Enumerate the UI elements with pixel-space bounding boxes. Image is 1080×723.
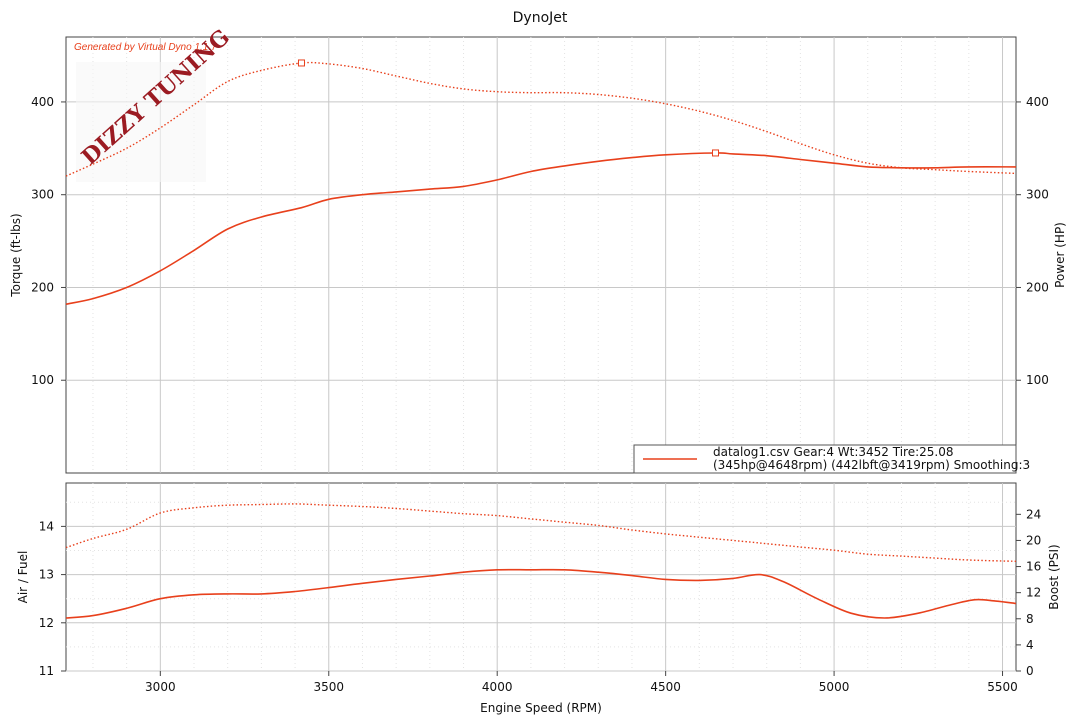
- torque-power-panel: 100 200 300 400 100 200 300 400 Generated by V…: [9, 24, 1067, 474]
- top-series: [65, 59, 1017, 305]
- bottom-y-tick-label: 12: [39, 616, 54, 630]
- x-tick-label: 5500: [987, 680, 1018, 694]
- series-torque-line: [65, 61, 1017, 177]
- bottom-y-right-tick-label: 16: [1026, 560, 1041, 574]
- peak-marker-torque: [297, 59, 305, 67]
- y-axis-label-boost: Boost (PSI): [1047, 544, 1061, 609]
- bottom-y-right-tick-label: 24: [1026, 507, 1041, 521]
- top-y-ticks: 100 200 300 400: [31, 95, 66, 387]
- bottom-y-tick-label: 14: [39, 519, 54, 533]
- legend-line-2: (345hp@4648rpm) (442lbft@3419rpm) Smooth…: [713, 458, 1030, 472]
- top-y-right-tick-label: 300: [1026, 188, 1049, 202]
- bottom-y-ticks: 11 12 13 14: [39, 519, 66, 678]
- bottom-y-right-tick-label: 0: [1026, 664, 1034, 678]
- top-y-tick-label: 200: [31, 280, 54, 294]
- top-y-tick-label: 400: [31, 95, 54, 109]
- bottom-y-tick-label: 11: [39, 664, 54, 678]
- bottom-y-ticks-right: 0 4 8 12 16 20 24: [1016, 507, 1041, 678]
- legend-line-1: datalog1.csv Gear:4 Wt:3452 Tire:25.08: [713, 445, 954, 459]
- top-y-tick-label: 100: [31, 373, 54, 387]
- bottom-series: [65, 503, 1017, 619]
- afr-boost-panel: 11 12 13 14 0 4 8 12 16 20 24 3000 3500 4000 4500 500…: [16, 482, 1061, 715]
- top-y-right-tick-label: 400: [1026, 95, 1049, 109]
- bottom-plot-frame: [65, 482, 1017, 672]
- bottom-y-right-tick-label: 20: [1026, 533, 1041, 547]
- x-tick-label: 3000: [145, 680, 176, 694]
- x-tick-label: 4000: [482, 680, 513, 694]
- x-axis-label: Engine Speed (RPM): [480, 701, 602, 715]
- top-y-ticks-right: 100 200 300 400: [1016, 95, 1049, 387]
- legend-box: [633, 444, 1017, 474]
- bottom-grid: [66, 483, 1016, 672]
- y-axis-label-afr: Air / Fuel: [16, 551, 30, 604]
- y-axis-label-right: Power (HP): [1053, 222, 1067, 288]
- x-tick-label: 5000: [819, 680, 850, 694]
- top-y-tick-label: 300: [31, 188, 54, 202]
- bottom-y-right-tick-label: 8: [1026, 612, 1034, 626]
- top-plot-frame: [65, 36, 1017, 474]
- top-grid: [66, 37, 1016, 473]
- top-y-right-tick-label: 200: [1026, 280, 1049, 294]
- bottom-y-right-tick-label: 12: [1026, 586, 1041, 600]
- x-tick-label: 4500: [650, 680, 681, 694]
- series-air-fuel-line: [65, 568, 1017, 619]
- x-tick-label: 3500: [313, 680, 344, 694]
- x-ticks: 3000 3500 4000 4500 5000 5500: [145, 671, 1018, 694]
- top-y-right-tick-label: 100: [1026, 373, 1049, 387]
- bottom-y-tick-label: 13: [39, 568, 54, 582]
- watermark-text: Generated by Virtual Dyno 1.1.7: [74, 42, 217, 53]
- series-power-line: [65, 152, 1017, 305]
- bottom-y-right-tick-label: 4: [1026, 638, 1034, 652]
- y-axis-label-left: Torque (ft-lbs): [9, 213, 23, 297]
- legend: datalog1.csv Gear:4 Wt:3452 Tire:25.08 (…: [633, 444, 1030, 474]
- peak-marker-power: [712, 149, 720, 157]
- chart-title: DynoJet: [513, 10, 568, 26]
